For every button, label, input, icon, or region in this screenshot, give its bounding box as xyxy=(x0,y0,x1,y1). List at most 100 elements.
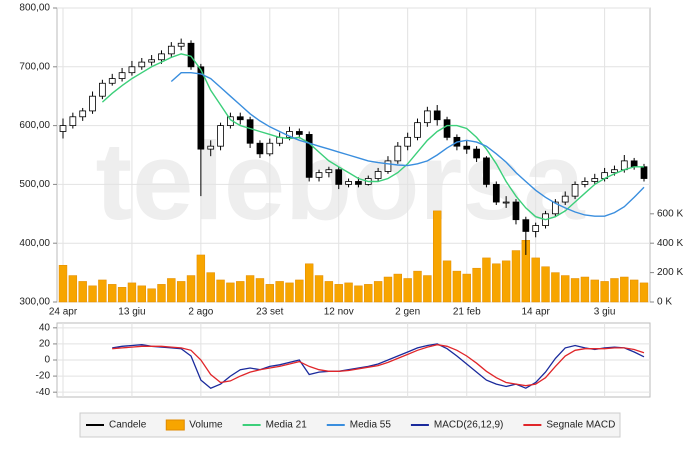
volume-bar xyxy=(245,275,255,303)
volume-bar xyxy=(373,281,383,303)
volume-bar xyxy=(88,285,97,303)
volume-bar xyxy=(186,275,196,303)
volume-bar xyxy=(206,272,215,303)
candle-body xyxy=(256,142,264,155)
y-tick-label: 40 xyxy=(39,322,51,333)
volume-bar xyxy=(304,263,314,303)
y-tick-label: 700,00 xyxy=(19,61,50,72)
candle-body xyxy=(69,116,77,126)
candle-body xyxy=(325,169,333,174)
legend-label: Volume xyxy=(189,420,223,431)
x-tick-label: 12 nov xyxy=(324,307,354,318)
volume-bar xyxy=(413,270,422,303)
y2-tick-label: 0 K xyxy=(657,297,672,308)
volume-bar xyxy=(629,279,639,303)
x-tick-label: 21 feb xyxy=(453,307,481,318)
y-tick-label: 600,00 xyxy=(19,120,50,131)
candle-body xyxy=(305,134,313,178)
volume-bar xyxy=(620,276,629,303)
candle-body xyxy=(502,201,510,204)
candle-body xyxy=(167,45,175,55)
candle-body xyxy=(532,225,540,232)
candle-body xyxy=(236,116,244,121)
candle-body xyxy=(384,160,392,172)
candle-body xyxy=(443,119,451,138)
candle-body xyxy=(158,53,165,61)
volume-bar xyxy=(383,276,393,303)
candle-body xyxy=(561,195,569,203)
y2-tick-label: 200 K xyxy=(657,267,683,278)
volume-bar xyxy=(167,278,176,303)
y-tick-label: 400,00 xyxy=(19,238,50,249)
candle-body xyxy=(89,95,96,112)
volume-bar xyxy=(295,279,304,303)
volume-bar xyxy=(580,276,590,303)
volume-bar xyxy=(472,267,481,303)
x-tick-label: 13 giu xyxy=(118,307,145,318)
candle-body xyxy=(108,78,116,84)
volume-bar xyxy=(462,273,471,303)
volume-bar xyxy=(600,281,609,303)
x-tick-label: 14 apr xyxy=(521,307,550,318)
candle-body xyxy=(512,201,520,221)
volume-bar xyxy=(531,257,540,303)
volume-bar xyxy=(364,284,373,303)
volume-bar xyxy=(58,265,68,303)
candle-body xyxy=(355,181,362,185)
volume-bar xyxy=(442,260,452,303)
candle-body xyxy=(246,119,254,144)
candle-body xyxy=(611,169,618,174)
volume-bar xyxy=(393,273,403,303)
volume-bar xyxy=(590,279,599,303)
volume-bar xyxy=(157,284,166,303)
candle-body xyxy=(424,110,431,124)
candle-body xyxy=(138,61,146,68)
y-tick-label: 800,00 xyxy=(19,3,50,14)
x-tick-label: 3 giu xyxy=(594,307,616,318)
candle-body xyxy=(483,157,490,185)
volume-bar xyxy=(551,272,560,303)
x-tick-label: 2 ago xyxy=(188,307,213,318)
volume-bar xyxy=(423,275,432,303)
legend-label: Media 21 xyxy=(266,420,308,431)
volume-bar xyxy=(314,275,324,303)
candle-body xyxy=(207,145,215,150)
volume-bar xyxy=(433,210,442,303)
legend-swatch xyxy=(165,419,185,431)
volume-bar xyxy=(511,250,521,303)
volume-bar xyxy=(501,260,511,303)
candle-body xyxy=(640,166,648,179)
candle-body xyxy=(148,59,155,63)
candle-body xyxy=(571,183,579,197)
volume-bar xyxy=(275,281,284,303)
y-tick-label: -20 xyxy=(36,371,51,382)
x-tick-label: 2 gen xyxy=(395,307,420,318)
candle-body xyxy=(266,142,274,155)
volume-bar xyxy=(98,279,107,303)
candle-body xyxy=(394,145,402,162)
candle-body xyxy=(433,110,441,121)
y2-tick-label: 600 K xyxy=(657,208,683,219)
y-tick-label: 300,00 xyxy=(19,297,50,308)
volume-bar xyxy=(117,287,127,303)
volume-bar xyxy=(78,281,87,303)
candle-body xyxy=(118,72,126,79)
volume-bar xyxy=(108,284,117,303)
x-tick-label: 23 set xyxy=(256,307,283,318)
volume-bar xyxy=(403,278,412,303)
volume-bar xyxy=(147,288,156,303)
volume-bar xyxy=(482,257,491,303)
y-tick-label: -40 xyxy=(36,387,51,398)
volume-bar xyxy=(354,285,363,303)
candle-body xyxy=(335,169,343,185)
volume-bar xyxy=(610,278,619,303)
candle-body xyxy=(374,171,382,179)
candle-body xyxy=(552,201,559,215)
volume-bar xyxy=(265,284,274,303)
volume-bar xyxy=(255,278,265,303)
candle-body xyxy=(581,181,589,185)
y-tick-label: 500,00 xyxy=(19,179,50,190)
candle-body xyxy=(59,125,67,132)
